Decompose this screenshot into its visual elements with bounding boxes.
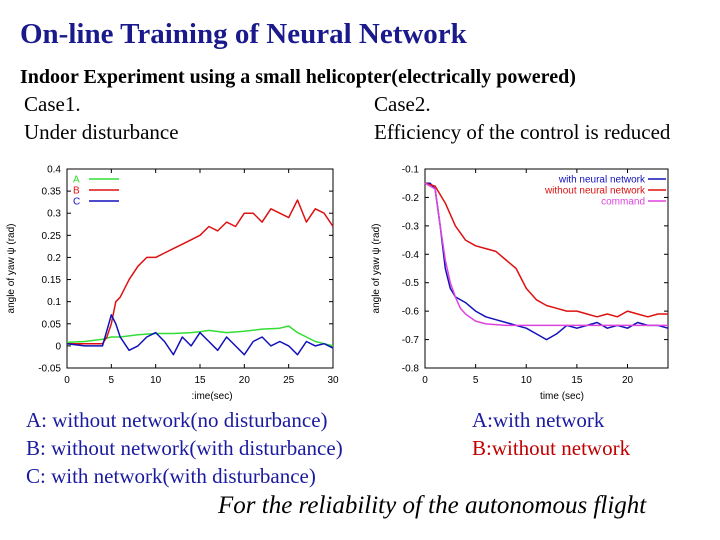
chart2-ytick-label: -0.2 bbox=[402, 193, 420, 204]
chart1-legend-label: A bbox=[73, 175, 80, 186]
slide-title: On-line Training of Neural Network bbox=[20, 18, 467, 50]
chart1-series-line-b bbox=[67, 199, 334, 345]
chart2-xaxis-label: time (sec) bbox=[540, 391, 584, 402]
chart2-ytick-label: -0.3 bbox=[402, 221, 420, 232]
footer-text: For the reliability of the autonomous fl… bbox=[218, 492, 647, 519]
note-b: B: without network(with disturbance) bbox=[26, 436, 343, 460]
chart2-ytick-label: -0.7 bbox=[402, 335, 420, 346]
chart1-xtick-label: 15 bbox=[194, 375, 206, 386]
chart1-ytick-label: 0.15 bbox=[42, 275, 62, 286]
chart1-ytick-label: 0.3 bbox=[47, 209, 61, 220]
chart2-ytick-label: -0.4 bbox=[402, 250, 420, 261]
chart2-series-line-command bbox=[424, 182, 668, 327]
chart1-xtick-label: 10 bbox=[150, 375, 162, 386]
chart2-xtick-label: 5 bbox=[473, 375, 479, 386]
chart2-xtick-label: 0 bbox=[422, 375, 428, 386]
chart1-xtick-label: 0 bbox=[64, 375, 70, 386]
chart2-xtick-label: 10 bbox=[521, 375, 533, 386]
chart1-series-line-a bbox=[66, 325, 334, 347]
chart2-xtick-label: 15 bbox=[571, 375, 583, 386]
note-right-b: B:without network bbox=[472, 436, 631, 460]
chart1-legend-label: C bbox=[73, 197, 80, 208]
chart1-ytick-label: 0.35 bbox=[42, 187, 62, 198]
chart1-ytick-label: 0.1 bbox=[47, 297, 61, 308]
left-case-label: Case1. bbox=[24, 92, 81, 116]
note-a: A: without network(no disturbance) bbox=[26, 408, 328, 432]
chart2-legend-label: command bbox=[601, 197, 645, 208]
chart1-ytick-label: 0 bbox=[55, 341, 61, 352]
chart2-legend-label: without neural network bbox=[544, 186, 646, 197]
chart1-xtick-label: 25 bbox=[283, 375, 295, 386]
chart2-ytick-label: -0.6 bbox=[402, 307, 420, 318]
chart2-yaxis-label: angle of yaw ψ (rad) bbox=[371, 224, 382, 314]
chart2-ytick-label: -0.1 bbox=[402, 165, 420, 176]
left-case-description: Under disturbance bbox=[24, 120, 179, 144]
chart2-series-line-without-neural-network bbox=[424, 182, 668, 318]
slide-subtitle: Indoor Experiment using a small helicopt… bbox=[20, 66, 576, 88]
chart1-ytick-label: 0.2 bbox=[47, 253, 61, 264]
chart1-ytick-label: 0.25 bbox=[42, 231, 62, 242]
note-right-a: A:with network bbox=[472, 408, 605, 432]
chart1-ytick-label: 0.05 bbox=[42, 319, 62, 330]
note-c: C: with network(with disturbance) bbox=[26, 464, 316, 488]
chart2-series-line-with-neural-network bbox=[425, 182, 669, 341]
chart2-ytick-label: -0.8 bbox=[402, 364, 420, 375]
chart1-legend-label: B bbox=[73, 186, 80, 197]
chart1-series-line-c bbox=[66, 314, 334, 356]
chart2-plot-frame bbox=[424, 168, 669, 369]
chart1-xtick-label: 5 bbox=[109, 375, 115, 386]
chart2-ytick-label: -0.5 bbox=[402, 278, 420, 289]
right-case-description: Efficiency of the control is reduced bbox=[374, 120, 671, 144]
chart2-xtick-label: 20 bbox=[622, 375, 634, 386]
chart1-yaxis-label: angle of yaw ψ (rad) bbox=[6, 224, 17, 314]
right-case-label: Case2. bbox=[374, 92, 431, 116]
chart1-ytick-label: -0.05 bbox=[38, 364, 61, 375]
chart2-legend-label: with neural network bbox=[558, 175, 646, 186]
chart1-xtick-label: 20 bbox=[239, 375, 251, 386]
chart1-ytick-label: 0.4 bbox=[47, 165, 61, 176]
chart1-xaxis-label: :ime(sec) bbox=[191, 391, 232, 402]
chart1-xtick-label: 30 bbox=[327, 375, 339, 386]
